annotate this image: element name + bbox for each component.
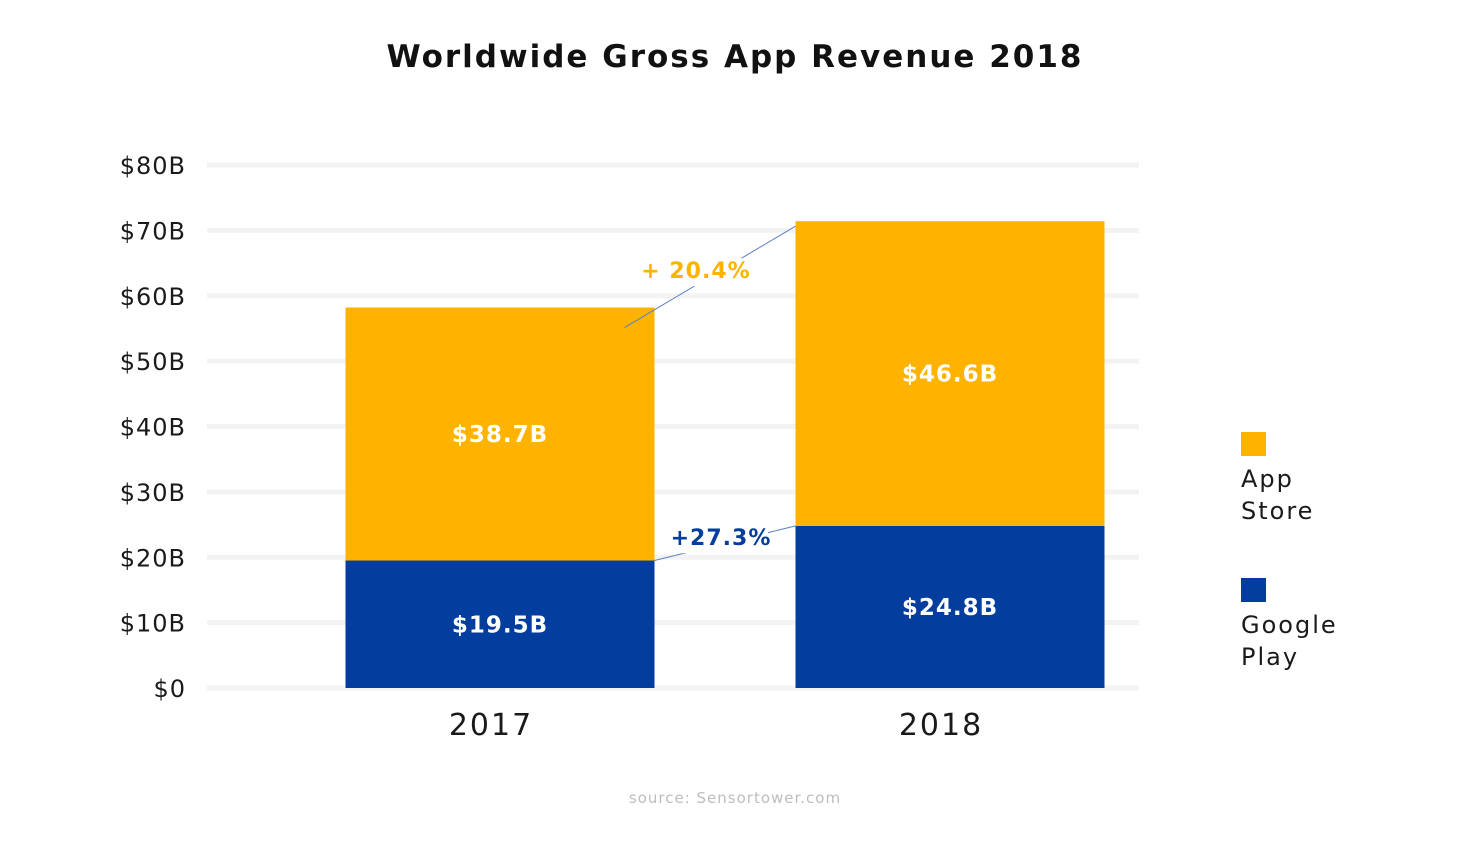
data-label: $24.8B bbox=[902, 595, 998, 621]
growth-label-background bbox=[642, 258, 750, 287]
data-label: $46.6B bbox=[902, 362, 998, 388]
y-tick-label: $70B bbox=[120, 217, 186, 245]
chart-title: Worldwide Gross App Revenue 2018 bbox=[386, 39, 1083, 75]
y-tick-label: $0 bbox=[153, 675, 186, 703]
legend: App Store Google Play bbox=[1241, 432, 1338, 671]
bar-google-play-2018 bbox=[795, 525, 1105, 688]
legend-swatch bbox=[1241, 432, 1266, 456]
data-label: $38.7B bbox=[452, 422, 548, 448]
y-tick-label: $30B bbox=[120, 479, 186, 507]
growth-label: +27.3% bbox=[671, 526, 772, 551]
data-labels: $19.5B $38.7B $24.8B $46.6B bbox=[452, 362, 998, 639]
y-tick-label: $20B bbox=[120, 544, 186, 572]
x-axis-ticks: 2017 2018 bbox=[449, 708, 983, 743]
growth-label: + 20.4% bbox=[641, 259, 750, 284]
growth-annotations: + 20.4% +27.3% bbox=[624, 225, 796, 562]
growth-label-background bbox=[674, 525, 768, 554]
legend-label: Google Play bbox=[1241, 611, 1338, 671]
x-tick-label: 2017 bbox=[449, 708, 533, 743]
y-tick-label: $10B bbox=[120, 610, 186, 638]
y-tick-label: $80B bbox=[120, 152, 186, 180]
bar-google-play-2017 bbox=[345, 560, 655, 688]
y-axis-ticks: $0 $10B $20B $30B $40B $50B $60B $70B $80B bbox=[120, 152, 186, 703]
x-tick-label: 2018 bbox=[899, 708, 983, 743]
data-label: $19.5B bbox=[452, 612, 548, 638]
bar-app-store-2018 bbox=[795, 221, 1105, 526]
y-tick-label: $50B bbox=[120, 348, 186, 376]
legend-swatch bbox=[1241, 578, 1266, 602]
source-note: source: Sensortower.com bbox=[629, 789, 841, 807]
bars bbox=[345, 221, 1105, 688]
bar-app-store-2017 bbox=[345, 307, 655, 561]
legend-label: App Store bbox=[1241, 465, 1314, 525]
y-tick-label: $40B bbox=[120, 414, 186, 442]
y-tick-label: $60B bbox=[120, 283, 186, 311]
